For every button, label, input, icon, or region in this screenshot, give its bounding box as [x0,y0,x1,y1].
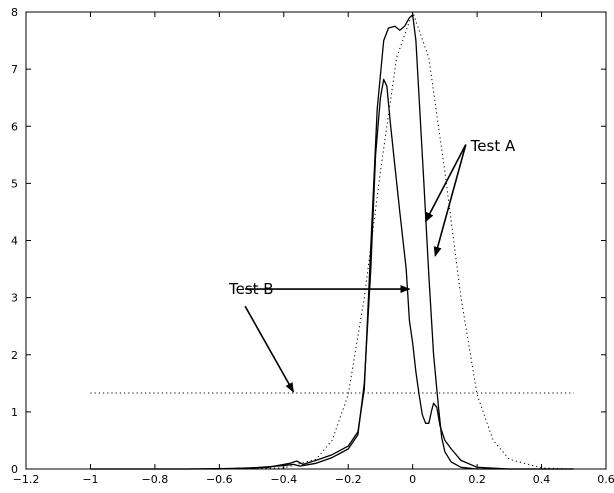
x-tick-label: −0.2 [335,473,362,486]
series-line-3 [219,11,574,470]
x-tick-label: 0 [409,473,416,486]
y-tick-label: 6 [11,120,18,133]
plot-frame [25,11,607,470]
y-tick-label: 7 [11,63,18,76]
x-tick-label: −0.8 [142,473,169,486]
annotation-label: Test A [470,137,516,155]
series-line-1 [90,14,574,470]
annotation-arrow [424,144,467,223]
y-tick-label: 0 [11,463,18,476]
y-tick-label: 3 [11,292,18,305]
x-tick-label: 0.2 [468,473,486,486]
y-tick-label: 4 [11,235,18,248]
y-tick-label: 5 [11,177,18,190]
annotation-arrow [244,305,295,393]
x-tick-label: 0.6 [597,473,614,486]
series-layer [90,11,574,470]
x-tick-label: −0.6 [206,473,233,486]
y-tick-label: 1 [11,406,18,419]
x-tick-label: 0.4 [533,473,551,486]
y-tick-label: 8 [11,6,18,19]
y-tick-label: 2 [11,349,18,362]
annotation-arrow [433,144,467,257]
x-tick-label: −1 [82,473,98,486]
x-tick-label: −1.2 [13,473,40,486]
ticks-layer: −1.2 −1 −0.8 −0.6 −0.4 −0.2 0 0.2 0.4 0.6 0 1 2 3 4 5 6 7… [11,6,614,486]
series-line-2 [90,78,574,470]
x-tick-label: −0.4 [270,473,297,486]
